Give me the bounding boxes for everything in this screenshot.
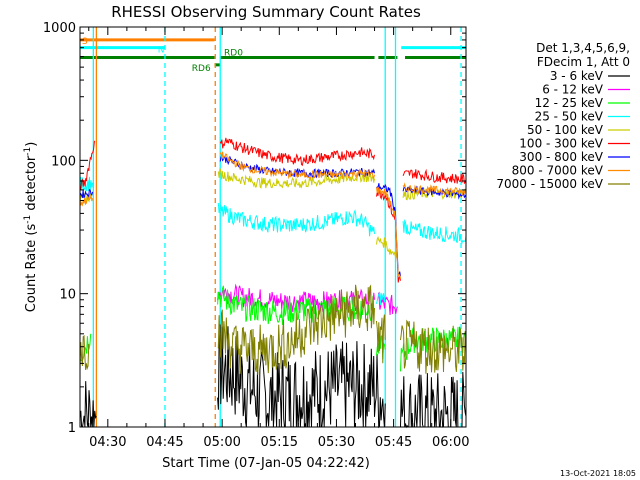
x-tick-label-1: 04:45 xyxy=(146,435,183,450)
x-tick-label-2: 05:00 xyxy=(203,435,240,450)
x-axis-ticks: 04:30 04:45 05:00 05:15 05:30 05:45 06:00 xyxy=(88,27,469,450)
state-bar-label-s: S xyxy=(82,37,88,47)
y-axis-label-mid: detector xyxy=(24,155,39,215)
x-tick-label-4: 05:30 xyxy=(318,435,355,450)
instrument-state-bars: S N RD6 RD0 xyxy=(80,37,466,74)
x-tick-label-0: 04:30 xyxy=(89,435,126,450)
legend-label-7: 800 - 7000 keV xyxy=(512,164,604,178)
series-100-300-kev-seg-3 xyxy=(402,168,467,185)
series-7000-15000-kev-seg-0 xyxy=(79,334,90,371)
series-800-7000-kev-seg-2 xyxy=(376,187,401,279)
series-100-300-kev-seg-2 xyxy=(376,186,401,283)
series-6-12-kev-seg-1 xyxy=(377,292,398,316)
series-7000-15000-kev-seg-3 xyxy=(400,319,467,374)
footer-timestamp: 13-Oct-2021 18:05 xyxy=(560,469,636,478)
legend-label-6: 300 - 800 keV xyxy=(519,150,603,164)
series-300-800-kev-seg-3 xyxy=(402,185,467,200)
y-tick-label-3: 1000 xyxy=(43,21,76,36)
plot-frame xyxy=(79,26,467,428)
legend-label-1: 6 - 12 keV xyxy=(542,83,604,97)
legend-header-line1: Det 1,3,4,5,6,9, xyxy=(536,41,630,55)
series-50-100-kev-seg-2 xyxy=(376,236,398,259)
series-lines xyxy=(79,137,467,429)
series-25-50-kev-seg-3 xyxy=(402,219,467,245)
y-axis-label-exp2: -1 xyxy=(23,147,33,156)
legend-label-5: 100 - 300 keV xyxy=(519,137,603,151)
series-100-300-kev-seg-1 xyxy=(219,137,375,167)
chart-title: RHESSI Observing Summary Count Rates xyxy=(111,3,421,21)
series-7000-15000-kev-seg-1 xyxy=(217,284,375,375)
series-800-7000-kev-seg-3 xyxy=(402,182,467,196)
series-50-100-kev-seg-0 xyxy=(79,192,92,203)
series-300-800-kev-seg-0 xyxy=(79,188,94,199)
legend-label-3: 25 - 50 keV xyxy=(535,110,604,124)
y-tick-label-1: 10 xyxy=(59,288,76,303)
y-tick-label-0: 1 xyxy=(68,421,76,436)
y-axis-label-exp1: -1 xyxy=(23,215,33,224)
series-25-50-kev-seg-2 xyxy=(376,291,386,306)
x-axis-label: Start Time (07-Jan-05 04:22:42) xyxy=(162,456,370,471)
series-3-6-kev-seg-2 xyxy=(400,371,467,429)
legend: Det 1,3,4,5,6,9, FDecim 1, Att 0 3 - 6 k… xyxy=(496,41,630,191)
y-axis-label-main: Count Rate (s xyxy=(24,224,39,313)
y-axis-label: Count Rate (s-1 detector-1) xyxy=(23,142,39,313)
legend-label-2: 12 - 25 keV xyxy=(535,96,604,110)
y-tick-label-2: 100 xyxy=(51,154,76,169)
series-12-25-kev-seg-1 xyxy=(217,285,375,325)
y-axis-ticks: 1 10 100 1000 xyxy=(43,21,466,436)
series-800-7000-kev-seg-0 xyxy=(79,194,94,207)
legend-label-8: 7000 - 15000 keV xyxy=(496,177,603,191)
series-3-6-kev-seg-1 xyxy=(217,324,386,429)
state-bar-label-rd0: RD0 xyxy=(224,49,243,59)
x-tick-label-6: 06:00 xyxy=(432,435,469,450)
y-axis-label-end: ) xyxy=(24,142,39,147)
legend-label-4: 50 - 100 keV xyxy=(527,123,604,137)
legend-header-line2: FDecim 1, Att 0 xyxy=(537,55,630,69)
state-bar-label-n: N xyxy=(158,46,165,56)
legend-label-0: 3 - 6 keV xyxy=(550,69,604,83)
x-tick-label-3: 05:15 xyxy=(261,435,298,450)
x-tick-label-5: 05:45 xyxy=(375,435,412,450)
series-100-300-kev-seg-0 xyxy=(79,140,95,191)
series-7000-15000-kev-seg-2 xyxy=(376,314,386,364)
series-800-7000-kev-seg-1 xyxy=(219,151,375,180)
state-bar-label-rd6: RD6 xyxy=(192,64,211,74)
series-25-50-kev-seg-1 xyxy=(217,202,375,237)
